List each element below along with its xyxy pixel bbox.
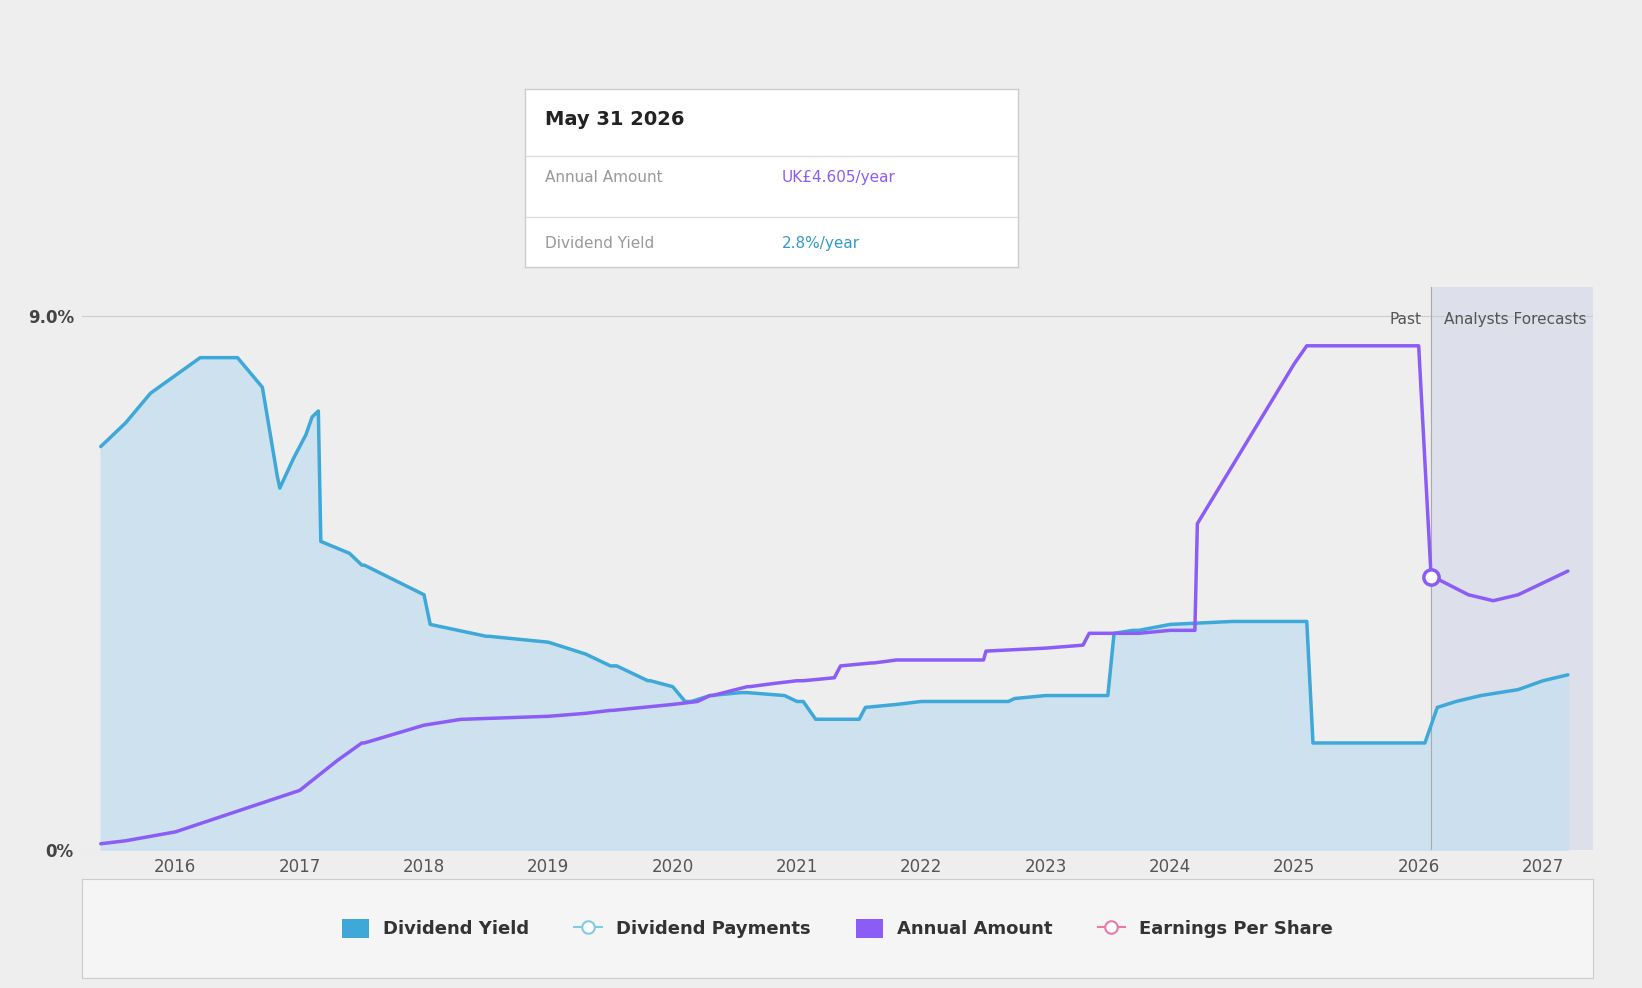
Legend: Dividend Yield, Dividend Payments, Annual Amount, Earnings Per Share: Dividend Yield, Dividend Payments, Annua… bbox=[327, 905, 1348, 952]
Text: Dividend Yield: Dividend Yield bbox=[545, 236, 655, 251]
Text: Analysts Forecasts: Analysts Forecasts bbox=[1443, 312, 1586, 327]
Text: 2.8%/year: 2.8%/year bbox=[782, 236, 860, 251]
Text: UK£4.605/year: UK£4.605/year bbox=[782, 170, 895, 186]
Text: Past: Past bbox=[1389, 312, 1422, 327]
Bar bbox=[1432, 287, 1593, 850]
Text: May 31 2026: May 31 2026 bbox=[545, 111, 685, 129]
Text: Annual Amount: Annual Amount bbox=[545, 170, 663, 186]
